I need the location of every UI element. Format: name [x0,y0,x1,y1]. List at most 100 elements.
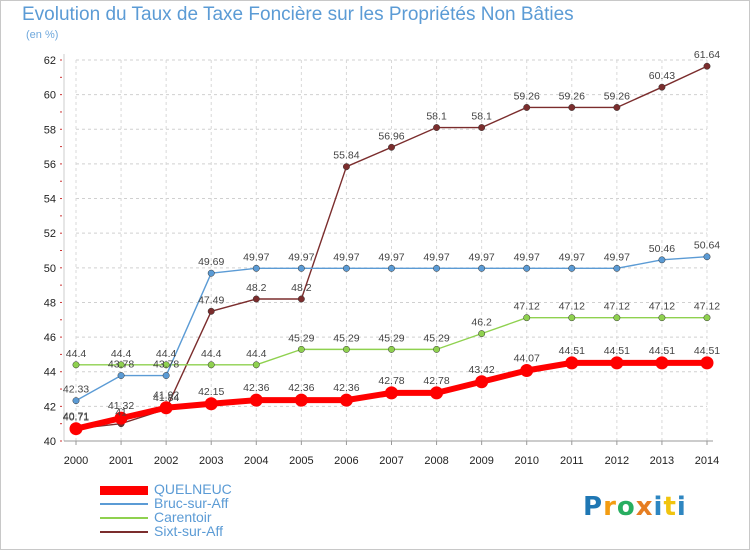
data-point [433,345,441,353]
x-tick-label: 2003 [199,455,223,467]
data-point [117,361,125,369]
x-tick-label: 2007 [379,455,403,467]
data-label: 42.78 [423,375,449,387]
data-label: 47.12 [694,301,720,313]
data-label: 42.36 [288,382,314,394]
data-label: 44.51 [604,345,630,357]
x-tick-label: 2013 [650,455,674,467]
x-tick-label: 2005 [289,455,313,467]
data-label: 50.64 [694,240,720,252]
data-label: 44.4 [201,348,222,360]
data-point [114,411,128,425]
data-point [703,314,711,322]
data-label: 45.29 [333,332,359,344]
page-title: Evolution du Taux de Taxe Foncière sur l… [22,4,574,25]
y-tick-label: 50 [44,263,56,275]
y-tick-label: 46 [44,332,56,344]
data-point [388,345,395,353]
data-label: 58.1 [471,111,492,123]
data-label: 42.33 [63,384,89,396]
data-label: 44.4 [246,348,267,360]
data-label: 47.12 [559,301,585,313]
data-label: 44.51 [559,345,585,357]
data-point [610,356,624,370]
series-layer [69,62,714,436]
legend-label: Carentoir [154,509,212,525]
x-tick-label: 2001 [109,455,133,467]
data-label: 46.2 [471,317,492,329]
y-tick-label: 54 [44,194,56,206]
data-label: 42.15 [198,386,224,398]
legend-swatch [100,531,148,533]
y-tick-label: 58 [44,124,56,136]
data-label: 41.32 [108,400,134,412]
data-point [478,124,486,131]
data-label: 59.26 [559,90,585,102]
data-label: 49.97 [378,251,404,263]
data-point [703,62,711,70]
data-point [162,361,170,369]
data-label: 40.71 [63,412,89,424]
data-label: 45.29 [378,332,404,344]
y-tick-label: 44 [44,367,56,379]
data-label: 49.97 [604,251,630,263]
data-point [433,264,441,272]
data-point [207,269,215,277]
data-point [655,356,669,370]
data-label: 42.36 [243,382,269,394]
legend-swatch [100,517,148,519]
x-tick-label: 2011 [560,455,584,467]
axes: 40 42 44 46 48 50 52 54 56 58 60 62 2000 2001 2002 2003… [44,54,719,467]
y-tick-label: 56 [44,159,56,171]
logo-letter: P [583,492,604,522]
data-point [342,345,350,353]
data-label: 40.71 [63,411,89,423]
data-label: 45.29 [423,332,449,344]
data-point [207,361,215,369]
data-point [523,104,531,111]
logo-letter: i [653,492,664,522]
data-point [72,361,80,369]
x-tick-label: 2012 [605,455,629,467]
data-label: 43.78 [108,359,134,371]
data-label: 44.4 [156,348,177,360]
proxiti-logo: Proxiti [583,492,687,522]
data-point [523,314,531,322]
data-point [294,393,308,407]
data-point [117,372,125,379]
data-point [388,143,395,151]
y-tick-label: 48 [44,297,56,309]
y-tick-label: 42 [44,401,56,413]
data-label: 49.97 [469,251,495,263]
data-point [568,264,576,272]
data-label: 43.42 [469,364,495,376]
data-labels: 40.71 41.32 41.92 42.15 42.36 42.36 42.36 42.78… [63,49,720,423]
data-label: 49.97 [243,251,269,263]
data-point [703,253,711,261]
data-label: 44.4 [66,348,87,360]
data-label: 47.49 [198,294,224,306]
x-tick-label: 2014 [695,455,719,467]
data-point [520,364,534,378]
data-label: 49.97 [559,251,585,263]
data-label: 45.29 [288,332,314,344]
y-tick-label: 52 [44,228,56,240]
y-tick-label: 60 [44,90,56,102]
data-label: 60.43 [649,70,675,82]
data-label: 49.69 [198,256,224,268]
legend-label: Sixt-sur-Aff [154,523,223,539]
logo-letter: x [635,492,654,522]
data-point [385,386,398,400]
data-label: 61.64 [694,49,720,61]
data-label: 59.26 [514,90,540,102]
data-label: 49.97 [288,251,314,263]
data-label: 47.12 [649,301,675,313]
data-point [252,264,260,272]
data-label: 44.07 [514,353,540,365]
logo-letter: o [616,492,636,522]
data-point [162,372,170,379]
data-point [700,356,714,370]
data-point [252,295,260,303]
legend-swatch [100,503,148,505]
